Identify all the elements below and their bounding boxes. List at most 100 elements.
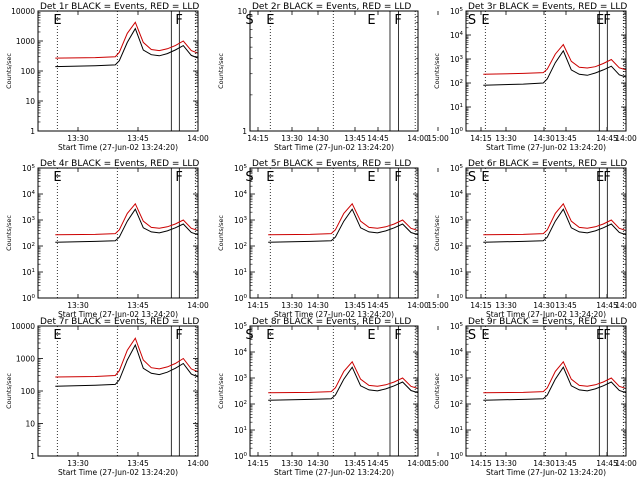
x-tick-label: 14:45 <box>367 459 389 468</box>
series-lld-line <box>483 202 626 236</box>
x-axis-title: Start Time (27-Jun-02 13:24:20) <box>58 468 178 477</box>
y-axis-title: Counts/sec <box>217 373 225 409</box>
y-axis-title: Counts/sec <box>217 215 225 251</box>
interval-label-e: E <box>481 170 489 185</box>
y-tick-label: 104 <box>22 190 36 199</box>
y-tick-label: 100 <box>450 452 464 461</box>
x-tick-label: 13:45 <box>344 459 366 468</box>
y-tick-label: 103 <box>234 374 248 383</box>
interval-label-e: E <box>266 328 274 343</box>
x-tick-label: 14:15 <box>247 459 269 468</box>
y-axis-title: Counts/sec <box>433 215 441 251</box>
y-tick-label: 102 <box>450 242 463 251</box>
x-tick-label: 13:30 <box>495 134 517 143</box>
series-lld-line <box>55 337 198 378</box>
y-tick-label: 101 <box>22 268 35 277</box>
series-lld-line <box>268 202 418 236</box>
interval-label-e: E <box>481 13 489 28</box>
x-tick-label: 13:30 <box>281 134 303 143</box>
x-tick-label: 14:45 <box>596 134 618 143</box>
x-tick-label: 14:15 <box>247 301 269 310</box>
x-axis-title: Start Time (27-Jun-02 13:24:20) <box>486 310 606 319</box>
plot-area <box>483 11 626 131</box>
x-tick-label: 14:15 <box>470 134 492 143</box>
interval-label-s: S <box>468 13 476 28</box>
plot-area <box>268 326 418 456</box>
panel-title: Det 3r BLACK = Events, RED = LLD <box>468 2 627 12</box>
x-tick-label: 14:30 <box>307 134 329 143</box>
axes-frame <box>249 325 419 457</box>
x-tick-label: 13:30 <box>495 459 517 468</box>
series-events-line <box>55 27 198 68</box>
x-axis-title: Start Time (27-Jun-02 13:24:20) <box>58 310 178 319</box>
y-tick-label: 104 <box>234 348 248 357</box>
x-tick-label: 13:45 <box>127 134 149 143</box>
y-tick-label: 103 <box>234 216 248 225</box>
interval-label-f: F <box>175 170 182 185</box>
y-tick-label: 10000 <box>11 7 35 16</box>
y-tick-label: 102 <box>234 242 247 251</box>
series-events-line <box>483 208 626 243</box>
interval-label-e: E <box>596 170 604 185</box>
x-tick-label: 14:30 <box>307 459 329 468</box>
y-tick-label: 101 <box>450 268 463 277</box>
y-tick-label: 103 <box>450 55 464 64</box>
panel-title: Det 8r BLACK = Events, RED = LLD <box>252 317 411 327</box>
y-tick-label: 105 <box>234 322 248 331</box>
plot-area <box>55 168 198 298</box>
x-tick-label: 14:00 <box>615 459 637 468</box>
x-axis-title: Start Time (27-Jun-02 13:24:20) <box>274 143 394 152</box>
interval-label-e: E <box>266 13 274 28</box>
plot-area <box>55 326 198 456</box>
x-tick-label: 14:00 <box>187 134 209 143</box>
y-tick-label: 1 <box>30 127 35 136</box>
y-tick-label: 103 <box>22 216 36 225</box>
x-tick-label: 14:00 <box>407 301 429 310</box>
y-tick-label: 100 <box>21 387 36 396</box>
x-tick-label: 15:00 <box>427 459 449 468</box>
x-tick-label: 14:45 <box>596 301 618 310</box>
panel-det-3: Det 3r BLACK = Events, RED = LLDEFSE13:3… <box>433 2 637 152</box>
panel-title: Det 1r BLACK = Events, RED = LLD <box>40 2 199 12</box>
y-tick-label: 103 <box>450 216 464 225</box>
panel-title: Det 7r BLACK = Events, RED = LLD <box>40 317 199 327</box>
x-tick-label: 13:45 <box>555 301 577 310</box>
y-tick-label: 10 <box>25 420 35 429</box>
panel-title: Det 6r BLACK = Events, RED = LLD <box>468 159 627 169</box>
axes-frame <box>249 10 419 132</box>
x-tick-label: 14:30 <box>533 134 555 143</box>
series-events-line <box>268 208 418 243</box>
panel-det-9: Det 9r BLACK = Events, RED = LLDEFSE13:3… <box>433 317 637 477</box>
y-axis-title: Counts/sec <box>5 215 13 251</box>
x-tick-label: 13:45 <box>127 459 149 468</box>
y-tick-label: 103 <box>450 374 464 383</box>
plot-area <box>483 168 626 298</box>
interval-label-f: F <box>394 13 401 28</box>
y-tick-label: 105 <box>450 322 464 331</box>
x-tick-label: 14:45 <box>367 301 389 310</box>
y-tick-label: 105 <box>234 164 248 173</box>
interval-label-s: S <box>245 170 253 185</box>
x-tick-label: 13:45 <box>555 134 577 143</box>
interval-label-e: E <box>367 13 375 28</box>
y-tick-label: 101 <box>450 103 463 112</box>
series-events-line <box>268 366 418 401</box>
x-tick-label: 13:30 <box>67 301 89 310</box>
x-tick-label: 14:00 <box>407 134 429 143</box>
interval-label-f: F <box>394 170 401 185</box>
x-tick-label: 14:00 <box>187 459 209 468</box>
x-tick-label: 13:45 <box>344 134 366 143</box>
axes-frame <box>465 10 627 132</box>
series-lld-line <box>483 360 626 394</box>
y-tick-label: 102 <box>22 242 35 251</box>
y-tick-label: 100 <box>22 294 36 303</box>
y-tick-label: 104 <box>450 31 464 40</box>
series-lld-line <box>268 360 418 394</box>
panel-title: Det 5r BLACK = Events, RED = LLD <box>252 159 411 169</box>
y-tick-label: 10 <box>237 7 247 16</box>
y-tick-label: 10000 <box>11 322 35 331</box>
series-events-line <box>55 343 198 387</box>
series-lld-line <box>55 202 198 236</box>
plot-area <box>268 168 418 298</box>
